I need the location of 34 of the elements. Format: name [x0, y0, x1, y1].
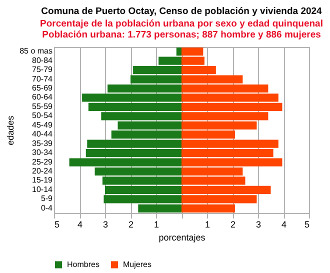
chart-title: Comuna de Puerto Octay, Censo de población y vivienda 2024: [41, 6, 323, 17]
y-tick-label: 60-64: [32, 92, 54, 102]
x-tick-label: 1: [204, 220, 210, 230]
x-tick-label: 4: [281, 220, 287, 230]
x-axis-title: porcentajes: [158, 232, 206, 242]
y-tick-label: 20-24: [32, 166, 54, 176]
y-tick-label: 80-84: [32, 56, 54, 65]
x-tick-label: 2: [128, 220, 134, 230]
x-tick-label: 2: [230, 220, 236, 230]
x-tick-label: 5: [304, 220, 310, 230]
y-tick-label: 55-59: [32, 102, 54, 111]
x-tick-label: 5: [54, 220, 60, 230]
chart-subtitle: Porcentaje de la población urbana por sexo y edad quinquenal Población urbana: 1.773 personas; 887 hombre y 886 mujeres: [40, 18, 323, 40]
y-tick-label: 10-14: [32, 184, 54, 194]
y-tick-label: 50-54: [32, 111, 54, 120]
y-tick-label: 75-79: [32, 65, 54, 74]
y-tick-label: 15-19: [32, 176, 54, 185]
y-tick-label: 25-29: [32, 157, 54, 166]
y-tick-label: 85 o mas: [20, 46, 52, 56]
x-tick-label: 3: [102, 220, 108, 230]
x-tick-label: 1: [154, 220, 160, 230]
y-tick-label: 40-44: [32, 130, 54, 139]
y-tick-label: 65-69: [32, 84, 54, 92]
y-axis-title: edades: [6, 115, 16, 146]
y-tick-label: 35-39: [32, 138, 54, 148]
x-tick-label: 4: [77, 220, 83, 230]
y-tick-label: 70-74: [32, 74, 54, 84]
y-tick-label: 0-4: [40, 203, 54, 212]
x-tick-label: 3: [256, 220, 262, 230]
y-tick-label: 5-9: [40, 194, 54, 204]
legend-label: Mujeres: [123, 260, 152, 269]
y-tick-label: 45-49: [32, 120, 54, 130]
y-tick-label: 30-34: [32, 148, 54, 158]
legend-label: Hombres: [67, 260, 100, 269]
